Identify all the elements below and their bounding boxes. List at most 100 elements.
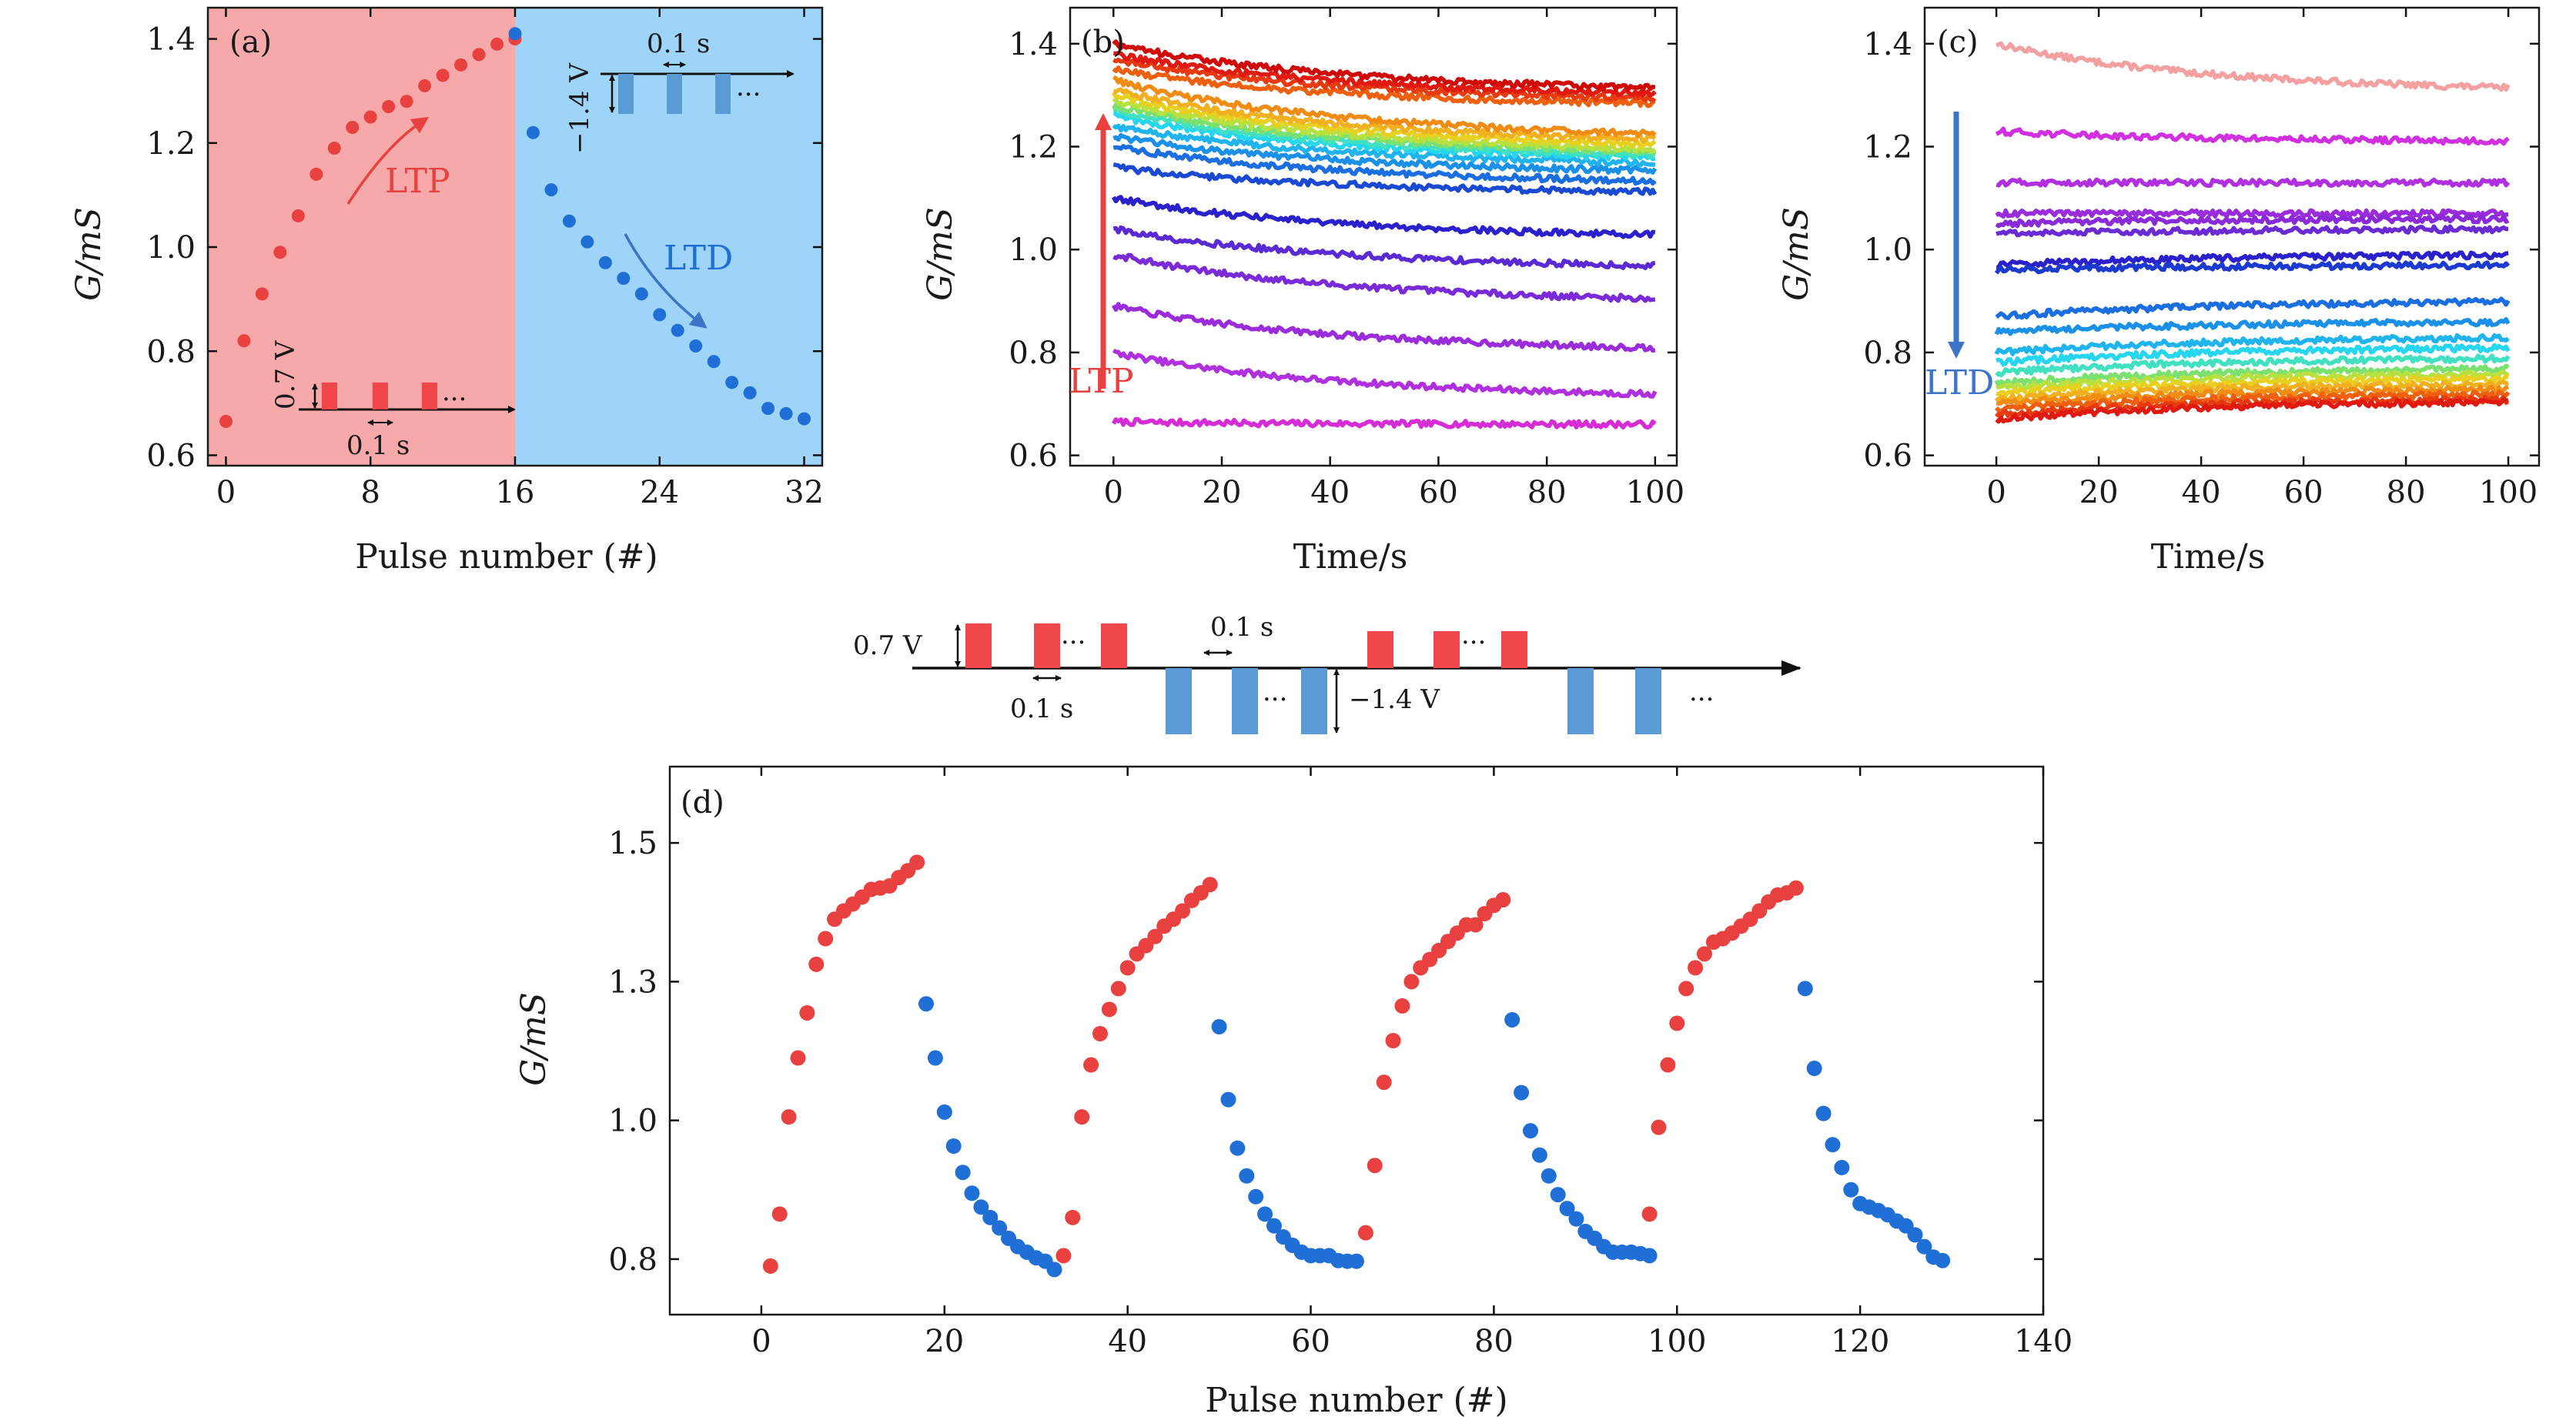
panel-d-ltd-point: [945, 1138, 962, 1154]
panel-d-ltd-point: [1935, 1252, 1951, 1268]
panel-a-ltd-point: [634, 287, 648, 301]
schematic-ltp-pulse-2: [1034, 623, 1060, 668]
panel-d-ltp-point: [1083, 1057, 1099, 1073]
panel-c-xtick-label: 40: [2182, 475, 2221, 510]
panel-a-ltd-point: [779, 406, 793, 420]
panel-a-ltp-point: [219, 415, 233, 429]
panel-b-xlabel: Time/s: [1293, 537, 1408, 576]
panel-a-ltd-point: [671, 323, 684, 337]
panel-a-ltp-point: [382, 99, 396, 113]
panel-a-ltd-point: [544, 183, 558, 197]
panel-c-trace-15: [1996, 369, 2510, 391]
panel-b-frame: [1069, 6, 1678, 467]
panel-d-ltd-point: [1843, 1181, 1859, 1198]
panel-d: 0 20 40 60 80 100 120 140 0.8 1.0 1.3 1.5 (d) Pulse…: [514, 765, 2073, 1417]
panel-d-xtick-label: 120: [1831, 1324, 1889, 1359]
panel-d-ltd-point: [1248, 1188, 1264, 1205]
panel-c-trace-17: [1994, 379, 2510, 403]
panel-d-ltp-point: [799, 1004, 815, 1021]
panel-c-ylabel: G/mS: [1777, 207, 1816, 301]
panel-a-ltp-point: [400, 95, 413, 109]
panel-d-ltd-point: [1541, 1168, 1557, 1184]
inset-ltd-voltage-label: −1.4 V: [564, 62, 595, 154]
schematic-neg-voltage: −1.4 V: [1349, 684, 1440, 715]
panel-b-marks: 0 20 40 60 80 100 0.6 0.8 1.0 1.2 1.4: [1009, 6, 1684, 510]
panel-b-ylabel: G/mS: [921, 207, 960, 301]
panel-d-ltd-point: [1550, 1187, 1566, 1203]
panel-b: 0 20 40 60 80 100 0.6 0.8 1.0 1.2 1.4 LTP (b) Time…: [921, 6, 1684, 576]
panel-b-xtick-label: 60: [1419, 475, 1458, 510]
panel-d-ltp-point: [909, 854, 925, 871]
panel-c-trace-10: [1994, 317, 2511, 336]
panel-b-xtick-label: 100: [1626, 475, 1684, 510]
panel-b-trace-17: [1112, 75, 1657, 139]
panel-d-ltp-point: [1651, 1119, 1667, 1135]
panel-a: 0 8 16 24 320.60.81.01.21.4 0.7 V 0.1 s ··· …: [69, 6, 824, 576]
panel-d-ltp-point: [1669, 1015, 1685, 1031]
panel-c-trace-8: [1994, 260, 2511, 275]
panel-a-ltp-point: [454, 58, 468, 72]
panel-d-xtick-label: 140: [2014, 1324, 2073, 1359]
panel-d-xtick-label: 40: [1108, 1324, 1147, 1359]
schematic-pos-voltage: 0.7 V: [853, 630, 923, 661]
panel-a-ytick-label: 1.0: [146, 230, 196, 266]
panel-b-trace-2: [1112, 348, 1658, 399]
panel-d-ltd-point: [964, 1185, 980, 1201]
panel-c-trace-6: [1996, 224, 2509, 238]
panel-a-ltp-point: [237, 334, 251, 348]
schematic-ltp-pulse-3: [1101, 623, 1127, 668]
panel-d-ytick-label: 0.8: [608, 1242, 657, 1278]
panel-b-ytick-label: 0.6: [1009, 439, 1058, 474]
panel-d-ltp-point: [781, 1109, 797, 1125]
panel-d-ltp-point: [1788, 880, 1804, 896]
panel-c-xtick-label: 60: [2284, 475, 2323, 510]
panel-b-ytick-label: 1.4: [1009, 27, 1058, 62]
panel-b-trace-15: [1111, 91, 1657, 149]
panel-d-ltd-point: [1349, 1253, 1364, 1269]
panel-a-ltp-point: [291, 209, 305, 222]
inset-ltp-pulse-3: [422, 383, 437, 409]
panel-c-trace-1: [1996, 41, 2511, 92]
panel-d-ltd-point: [1806, 1061, 1822, 1077]
panel-d-ltp-point: [1202, 877, 1218, 893]
inset-ltp-interval-label: 0.1 s: [346, 430, 410, 461]
panel-d-ltd-point: [1641, 1248, 1658, 1264]
schematic-ltp-pulse-1: [965, 623, 992, 668]
panel-d-ltd-point: [927, 1050, 943, 1066]
panel-a-ltp-point: [255, 287, 269, 301]
panel-a-inset-ltp: 0.7 V 0.1 s ···: [270, 339, 516, 461]
schematic-dots-1: ···: [1061, 627, 1086, 658]
panel-d-ltd-point: [1916, 1238, 1932, 1255]
panel-d-ltd-point: [1834, 1159, 1850, 1175]
inset-ltp-voltage-label: 0.7 V: [270, 339, 301, 409]
panel-d-ltd-point: [1514, 1084, 1530, 1101]
panel-c-xtick-label: 100: [2479, 475, 2538, 510]
panel-b-trace-14: [1112, 97, 1657, 154]
schematic-ltp-pulse-6: [1501, 631, 1527, 668]
panel-d-ltp-point: [1394, 998, 1410, 1014]
panel-d-ltp-point: [1357, 1225, 1373, 1241]
panel-a-ylabel: G/mS: [69, 207, 109, 301]
panel-c-ytick-label: 1.0: [1863, 232, 1912, 268]
panel-c-trace-12: [1996, 343, 2511, 367]
panel-a-ltp-point: [273, 246, 287, 259]
inset-ltd-interval-label: 0.1 s: [647, 28, 710, 59]
panel-b-xtick-label: 80: [1527, 475, 1567, 510]
panel-d-ltd-point: [1211, 1018, 1227, 1034]
inset-ltp-pulse-1: [322, 383, 337, 409]
panel-d-ltp-point: [1495, 892, 1511, 908]
panel-b-trace-7: [1112, 162, 1658, 196]
panel-b-trace-4: [1112, 252, 1656, 303]
inset-ltp-dots: ···: [442, 384, 467, 415]
panel-a-ytick-label: 1.2: [146, 126, 196, 162]
panel-a-ltd-point: [526, 125, 540, 139]
panel-c-trace-9: [1995, 296, 2511, 321]
panel-d-ltd-point: [1522, 1123, 1538, 1139]
panel-c-label: (c): [1937, 25, 1979, 60]
schematic-ltp-pulse-5: [1434, 631, 1460, 668]
panel-c-trace-21: [1995, 397, 2509, 424]
panel-d-ltp-point: [1688, 960, 1704, 976]
panel-d-ltp-point: [1147, 928, 1163, 944]
panel-a-ltp-point: [327, 142, 341, 155]
panel-b-trace-21: [1112, 39, 1656, 92]
